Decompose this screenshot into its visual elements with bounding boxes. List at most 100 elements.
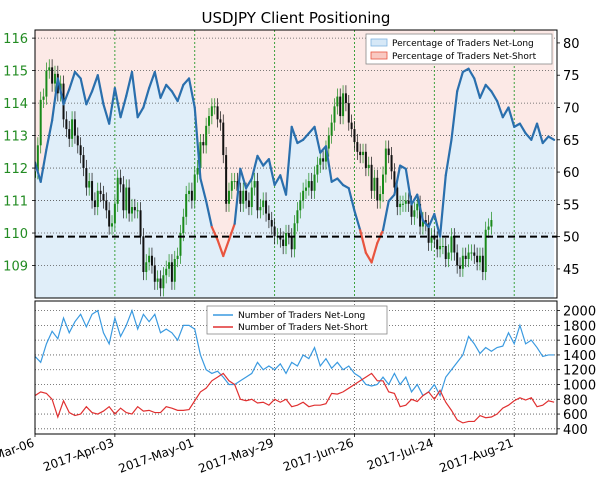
count-tick-label: 1800: [563, 319, 596, 334]
candle-body: [427, 223, 430, 243]
net-long-percentage-line: [364, 251, 373, 264]
price-tick-label: 116: [3, 32, 28, 47]
candle-body: [173, 259, 176, 282]
price-tick-label: 114: [3, 97, 28, 112]
upper-panel: 109 110 111 112 113 114 115 116 45 50 55 60 65 70 75 80…: [3, 29, 580, 299]
candle-body: [76, 135, 79, 146]
candle-body: [267, 213, 270, 221]
candle-body: [170, 262, 173, 282]
candle-body: [230, 181, 233, 191]
net-long-percentage-line: [267, 158, 276, 187]
candle-body: [42, 96, 45, 100]
count-tick-label: 2000: [563, 305, 596, 320]
candle-body: [188, 190, 191, 195]
candle-body: [382, 174, 384, 195]
candle-body: [344, 93, 347, 104]
candle-body: [36, 145, 39, 172]
candle-body: [319, 158, 322, 165]
net-long-percentage-line: [244, 177, 253, 190]
net-long-percentage-line: [170, 90, 179, 103]
candle-body: [476, 255, 479, 263]
net-long-percentage-line: [319, 145, 328, 154]
candle-body: [279, 236, 282, 240]
candle-body: [105, 200, 108, 211]
candle-body: [430, 236, 433, 243]
candle-body: [390, 155, 393, 172]
candle-body: [481, 255, 484, 273]
candle-body: [310, 181, 313, 191]
count-tick-label: 800: [563, 393, 588, 408]
candle-body: [330, 122, 333, 136]
net-long-percentage-line: [336, 177, 345, 187]
candle-body: [219, 119, 222, 123]
net-long-percentage-line: [90, 74, 99, 93]
net-long-percentage-line: [250, 154, 259, 180]
net-long-percentage-line: [130, 70, 139, 119]
net-long-percentage-line: [530, 122, 539, 141]
net-long-percentage-line: [547, 135, 556, 141]
net-long-percentage-line: [136, 106, 145, 119]
net-long-percentage-line: [324, 145, 333, 183]
percent-tick-label: 75: [563, 69, 580, 84]
candle-body: [202, 142, 205, 146]
candle-body: [436, 239, 439, 250]
candle-body: [119, 177, 122, 185]
candle-body: [168, 262, 171, 269]
net-long-percentage-line: [35, 161, 42, 183]
net-long-percentage-line: [484, 83, 493, 93]
candle-body: [304, 187, 307, 191]
candle-body: [416, 203, 419, 211]
candle-body: [196, 168, 199, 175]
candle-body: [208, 116, 210, 126]
net-long-percentage-line: [307, 125, 316, 135]
net-long-percentage-line: [421, 219, 430, 229]
count-tick-label: 1000: [563, 378, 596, 393]
candle-body: [470, 252, 473, 254]
candle-body: [413, 210, 416, 217]
candle-body: [324, 148, 327, 162]
candle-body: [419, 203, 422, 227]
candle-body: [68, 129, 71, 139]
candle-body: [125, 187, 128, 211]
candle-body: [222, 122, 225, 156]
candle-body: [282, 239, 285, 247]
candle-body: [376, 177, 379, 201]
net-long-percentage-line: [113, 87, 122, 119]
count-tick-label: 1600: [563, 334, 596, 349]
candle-body: [99, 190, 102, 195]
net-long-percentage-line: [125, 70, 134, 97]
candle-body: [347, 103, 350, 123]
candle-body: [182, 216, 185, 234]
price-candles: [35, 59, 493, 297]
candle-body: [96, 190, 99, 208]
percent-tick-label: 55: [563, 198, 580, 213]
candle-body: [216, 106, 219, 120]
candle-body: [450, 236, 453, 253]
net-long-percentage-line: [541, 135, 550, 145]
candle-body: [93, 200, 96, 208]
candle-body: [487, 226, 490, 230]
candle-body: [410, 203, 413, 217]
net-long-percentage-line: [96, 74, 105, 106]
candle-body: [245, 190, 248, 201]
net-long-percentage-line: [222, 238, 231, 258]
net-long-percentage-line: [427, 212, 436, 229]
candle-body: [113, 203, 116, 224]
upper-plot-area: [35, 30, 557, 298]
net-long-percentage-line: [256, 154, 265, 167]
net-long-percentage-line: [147, 70, 156, 90]
candle-body: [490, 220, 493, 227]
candle-body: [327, 135, 330, 149]
candle-body: [407, 200, 410, 204]
net-long-percentage-line: [210, 225, 219, 241]
net-long-percentage-line: [187, 77, 196, 109]
candle-body: [424, 220, 427, 224]
count-tick-label: 400: [563, 423, 588, 438]
net-long-percentage-line: [393, 164, 402, 196]
candle-body: [339, 96, 342, 117]
candle-body: [316, 164, 319, 175]
candle-body: [401, 203, 404, 205]
